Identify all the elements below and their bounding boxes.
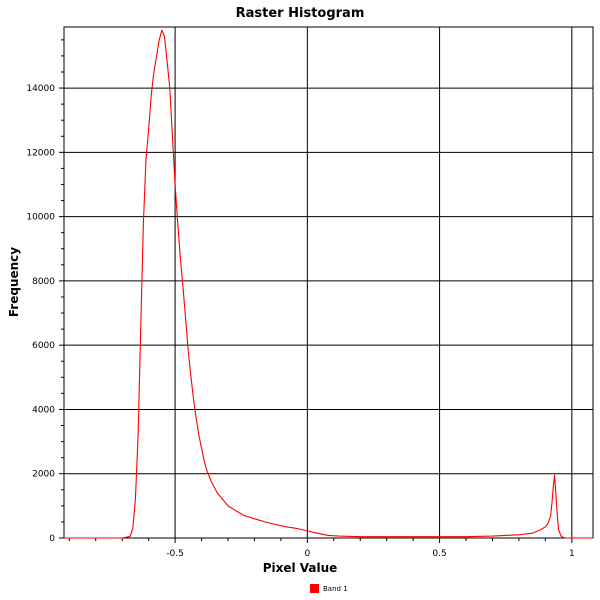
series-line-band-1 [64, 29, 593, 539]
x-tick-label: 0.5 [432, 549, 446, 559]
y-tick-label: 2000 [32, 470, 55, 480]
legend: Band 1 [310, 584, 348, 593]
y-tick-label: 8000 [32, 277, 55, 287]
legend-label: Band 1 [323, 584, 348, 593]
y-tick-label: 12000 [26, 148, 55, 158]
y-tick-label: 4000 [32, 405, 55, 415]
y-tick-label: 6000 [32, 341, 55, 351]
x-tick-label: 0 [304, 549, 310, 559]
plot-area [63, 26, 594, 539]
x-tick-label: 1 [569, 549, 575, 559]
x-axis-label: Pixel Value [262, 561, 338, 575]
legend-swatch [310, 584, 319, 593]
y-tick-label: 0 [49, 534, 55, 544]
y-tick-label: 10000 [26, 213, 55, 223]
x-tick-label: -0.5 [166, 549, 184, 559]
y-tick-label: 14000 [26, 84, 55, 94]
chart-title: Raster Histogram [235, 6, 365, 21]
